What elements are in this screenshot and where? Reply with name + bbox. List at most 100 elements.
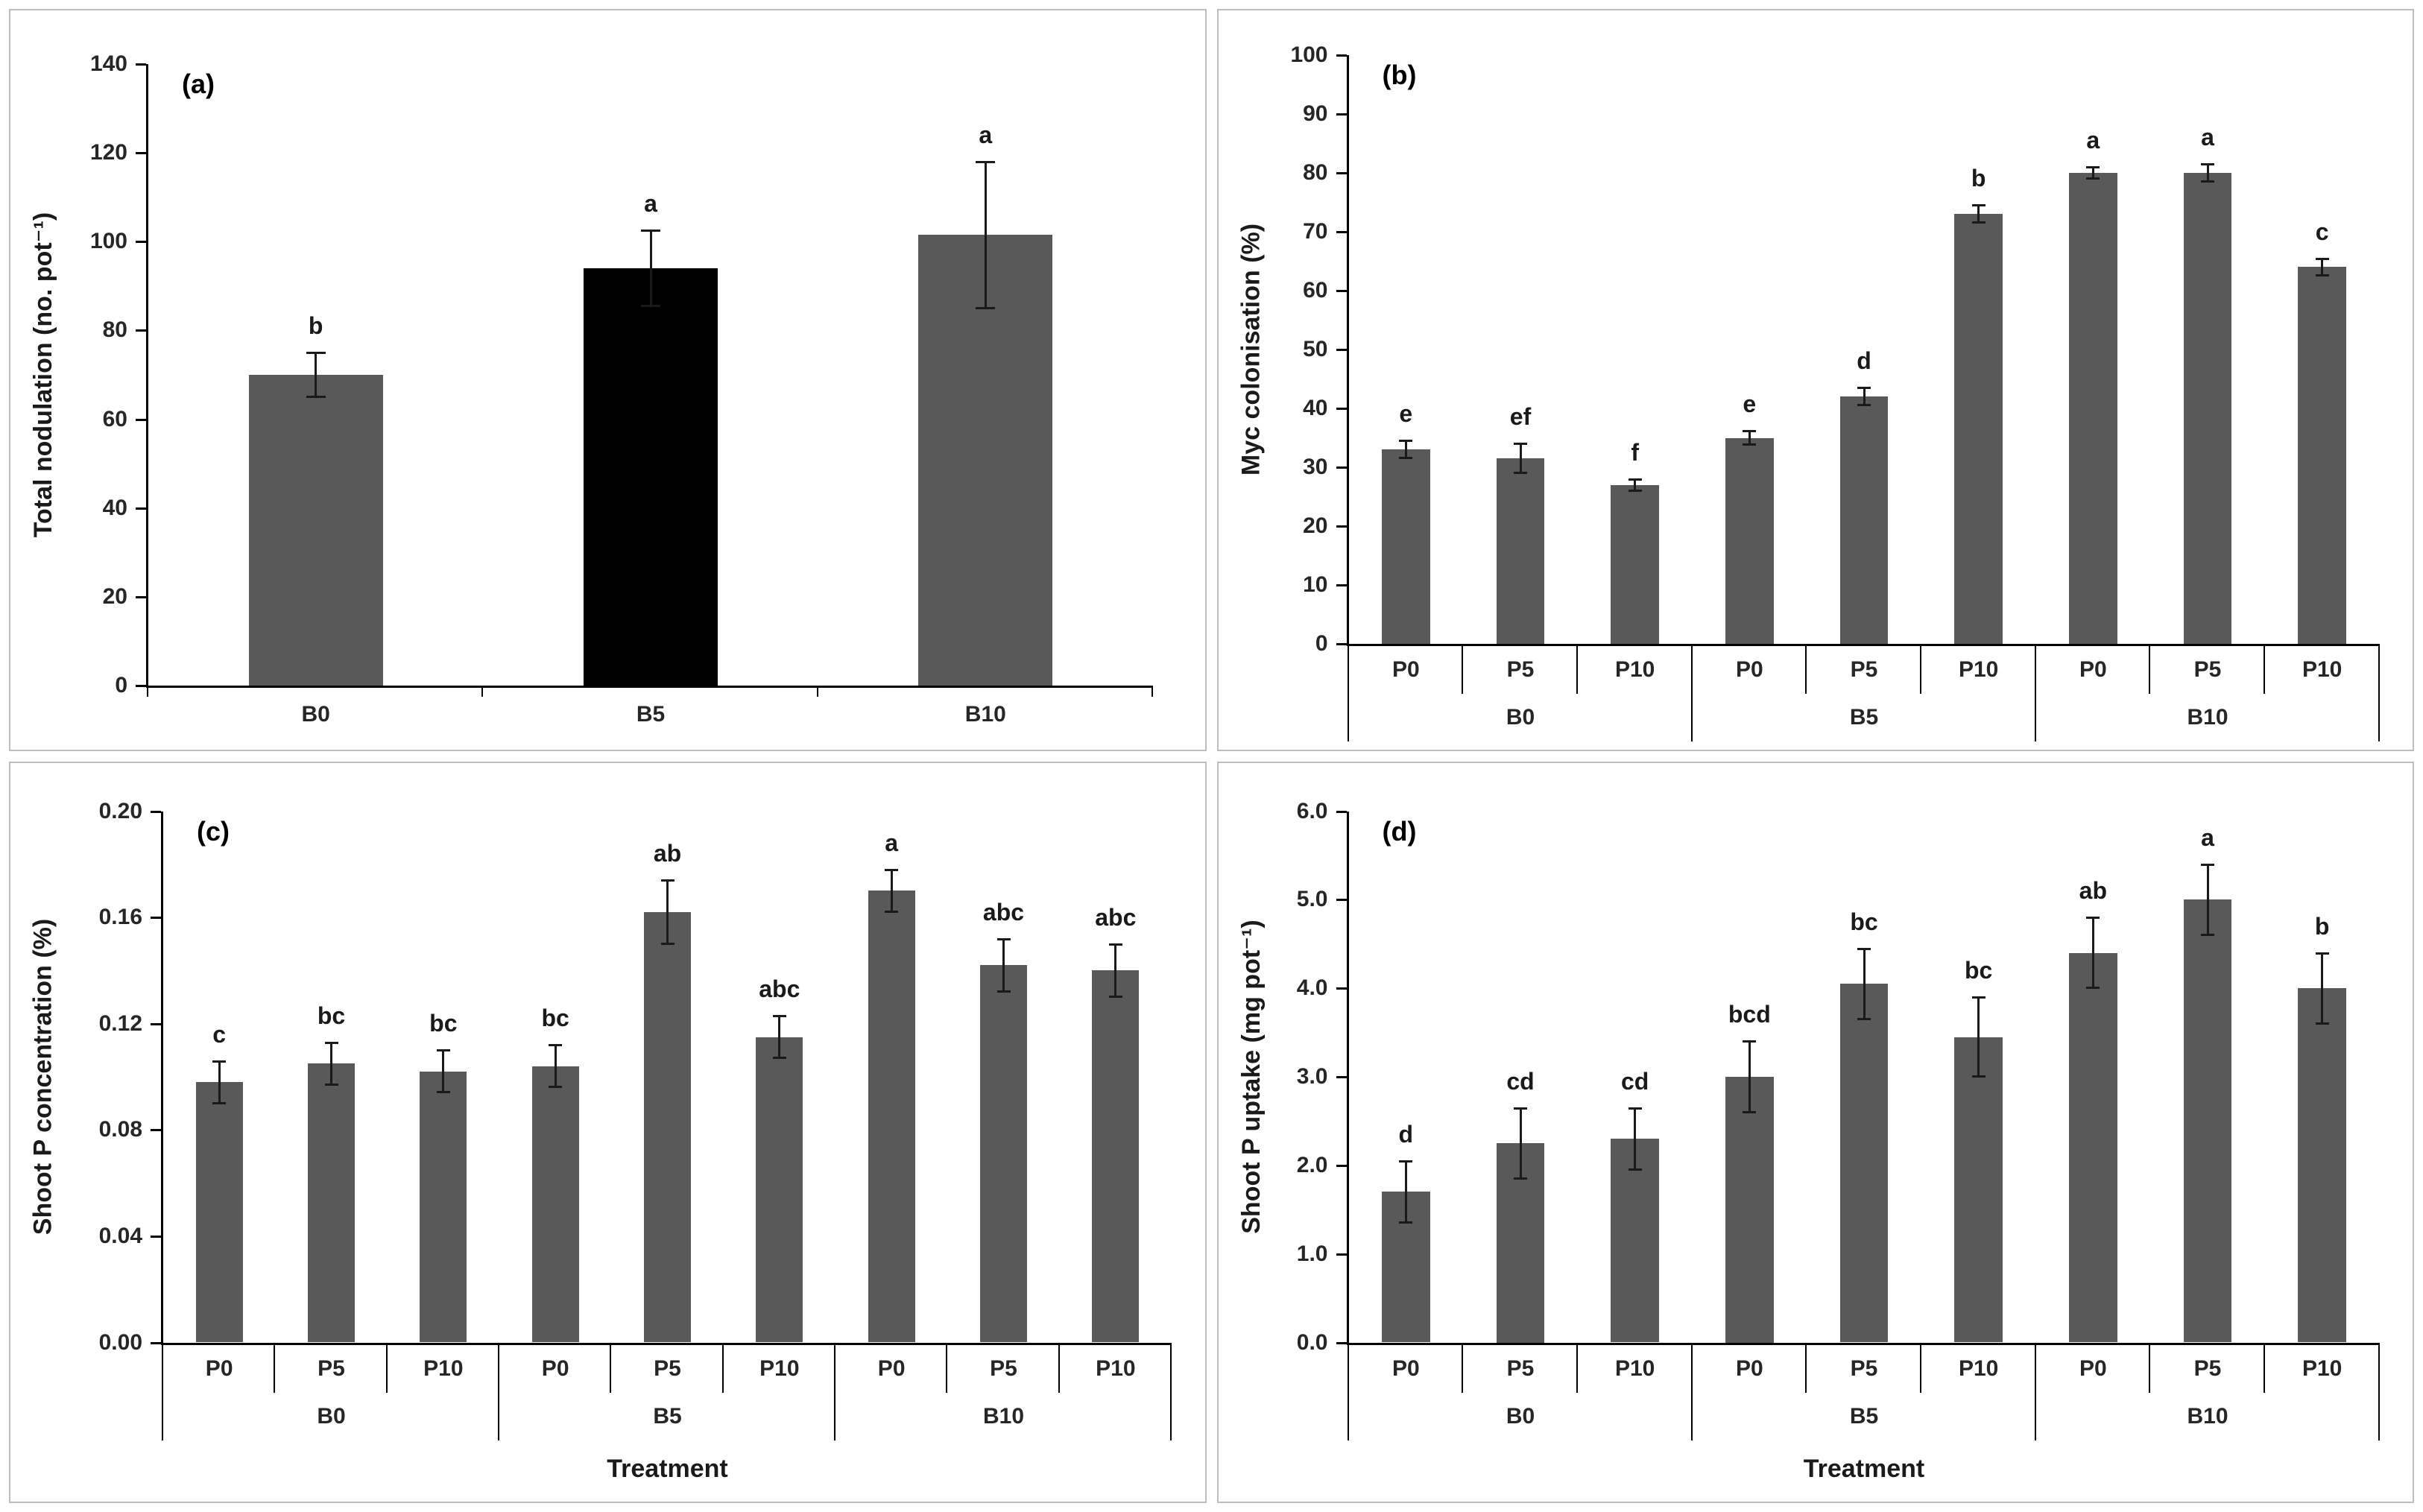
bar — [2298, 267, 2346, 644]
error-bar-line — [1519, 443, 1522, 473]
y-tick — [136, 507, 146, 510]
y-tick — [136, 329, 146, 332]
group-label: B0 — [1506, 705, 1535, 730]
error-bar-cap-top — [324, 1041, 338, 1044]
error-bar-cap-bottom — [1857, 1017, 1871, 1020]
sig-letter: bc — [1850, 908, 1878, 935]
subcategory-label: P0 — [541, 1356, 569, 1381]
y-axis-title: Myc colonisation (%) — [1236, 223, 1265, 476]
category-separator — [1462, 1344, 1464, 1393]
category-separator — [2149, 1344, 2151, 1393]
bar — [979, 965, 1028, 1343]
x-tick — [481, 688, 484, 697]
subcategory-label: P5 — [990, 1356, 1017, 1381]
y-axis-title: Total nodulation (no. pot⁻¹) — [29, 212, 57, 538]
y-axis-title: Shoot P concentration (%) — [28, 918, 57, 1236]
error-bar-line — [442, 1050, 445, 1093]
y-tick-label: 80 — [1303, 160, 1328, 185]
y-tick — [1336, 349, 1347, 351]
y-tick-label: 30 — [1303, 455, 1328, 479]
group-separator — [2034, 1344, 2036, 1440]
error-bar-cap-bottom — [306, 395, 326, 398]
error-bar-cap-top — [1399, 1160, 1413, 1163]
category-label: B5 — [636, 702, 666, 727]
error-bar-line — [2321, 258, 2324, 276]
x-tick — [816, 688, 818, 697]
panel-label: (d) — [1382, 815, 1417, 847]
y-tick-label: 0.0 — [1296, 1329, 1328, 1355]
error-bar-cap-top — [1628, 1107, 1642, 1110]
error-bar-cap-top — [1971, 204, 1986, 207]
y-tick — [1336, 466, 1347, 469]
y-tick-label: 90 — [1303, 101, 1328, 126]
error-bar-cap-bottom — [1971, 221, 1986, 224]
group-label: B0 — [1506, 1403, 1535, 1429]
error-bar-line — [1634, 478, 1637, 491]
panel-label: (a) — [182, 69, 215, 99]
bar — [1839, 396, 1889, 644]
group-label: B0 — [317, 1403, 346, 1429]
error-bar-line — [2321, 952, 2324, 1024]
error-bar-cap-bottom — [1743, 1110, 1757, 1113]
bar — [248, 375, 383, 686]
error-bar-cap-bottom — [324, 1083, 338, 1086]
y-tick — [136, 241, 146, 244]
category-separator — [1058, 1344, 1060, 1393]
error-bar-cap-top — [996, 937, 1011, 940]
group-label: B10 — [982, 1403, 1025, 1429]
chart-total-nodulation: 0 20 40 60 80 100 120 140 b a a B0 B5 B10 Total nodula… — [10, 10, 1205, 750]
category-separator — [721, 1344, 724, 1393]
sig-letter: b — [308, 312, 323, 340]
error-bar-line — [649, 230, 652, 306]
chart-shoot-p-concentration: 0.00 0.04 0.08 0.12 0.16 0.20 c bc bc bc ab abc a abc… — [10, 763, 1205, 1502]
group-separator — [1690, 646, 1693, 741]
error-bar-cap-top — [2201, 163, 2214, 166]
y-tick — [1336, 172, 1347, 174]
error-bar-line — [984, 162, 987, 309]
sig-letter: cd — [1506, 1067, 1535, 1095]
category-separator — [1919, 646, 1921, 694]
x-axis-title: Treatment — [607, 1454, 728, 1483]
bar — [643, 911, 692, 1343]
y-tick-label: 3.0 — [1296, 1064, 1328, 1089]
error-bar-line — [1404, 440, 1407, 459]
y-axis-title: Shoot P uptake (mg pot⁻¹) — [1236, 920, 1266, 1234]
error-bar-cap-top — [1857, 387, 1871, 390]
subcategory-label: P0 — [2079, 657, 2107, 682]
y-tick — [1336, 987, 1347, 990]
subcategory-label: P10 — [1614, 1356, 1655, 1381]
y-axis — [1346, 55, 1349, 644]
sig-letter: cd — [1620, 1067, 1649, 1095]
error-bar-cap-bottom — [996, 990, 1011, 993]
bar — [1496, 458, 1545, 644]
bar — [868, 891, 915, 1343]
y-tick-label: 0.20 — [98, 798, 142, 823]
sig-letter: bcd — [1728, 1001, 1771, 1028]
panel-c: 0.00 0.04 0.08 0.12 0.16 0.20 c bc bc bc ab abc a abc… — [9, 761, 1207, 1503]
group-separator — [1170, 1344, 1172, 1440]
bar — [1382, 449, 1430, 644]
y-tick-label: 100 — [89, 229, 127, 254]
error-bar-cap-top — [2315, 257, 2329, 260]
bar — [2069, 173, 2117, 644]
error-bar-cap-bottom — [2201, 180, 2214, 183]
bar — [756, 1037, 803, 1343]
sig-letter: a — [979, 121, 993, 149]
subcategory-label: P0 — [1735, 657, 1763, 682]
bar — [195, 1082, 243, 1343]
error-bar-line — [1863, 948, 1866, 1019]
y-tick-label: 0.08 — [98, 1117, 142, 1142]
category-separator — [1805, 1344, 1807, 1393]
category-separator — [1462, 646, 1464, 694]
y-tick-label: 0 — [115, 673, 127, 698]
error-bar-cap-bottom — [2315, 274, 2329, 277]
y-tick-label: 20 — [1303, 513, 1328, 538]
y-tick — [1336, 408, 1347, 410]
error-bar-line — [666, 880, 669, 944]
error-bar-cap-top — [212, 1060, 227, 1063]
sig-letter: bc — [317, 1002, 346, 1029]
category-separator — [610, 1344, 612, 1393]
error-bar-cap-bottom — [976, 306, 996, 309]
y-tick-label: 100 — [1290, 42, 1328, 67]
error-bar-cap-bottom — [641, 304, 660, 307]
